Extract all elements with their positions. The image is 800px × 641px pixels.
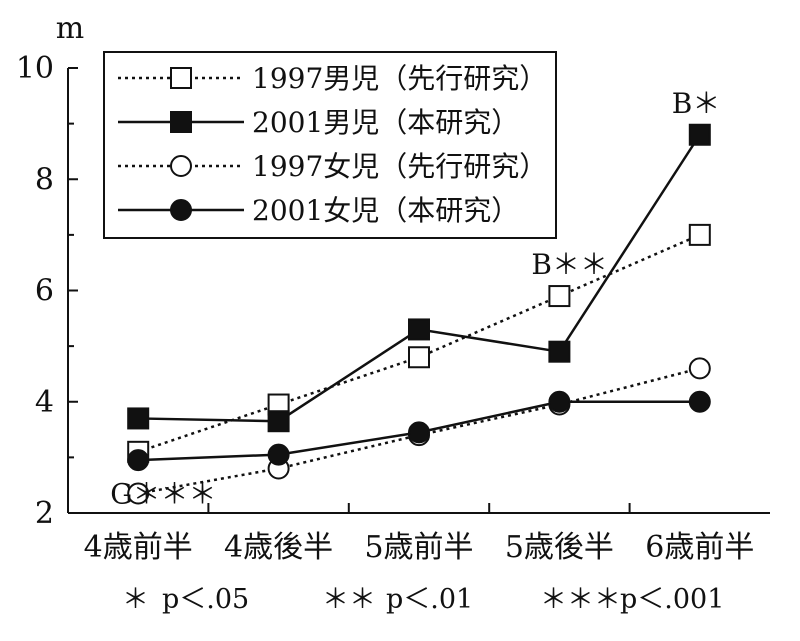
- data-point: [127, 407, 150, 430]
- footnote: ＊ p＜.05 ＊＊ p＜.01 ＊＊＊ p＜.001: [122, 584, 724, 615]
- data-point: [548, 390, 571, 413]
- data-point: [170, 155, 192, 177]
- series-layer: [127, 123, 711, 505]
- legend-label: 1997女児（先行研究）: [252, 150, 547, 183]
- data-point: [170, 199, 192, 221]
- x-tick-label: 4歳前半: [84, 530, 193, 565]
- data-point: [170, 67, 192, 89]
- series-2: [127, 123, 711, 433]
- annotation-layer: G＊＊＊ B＊＊ B＊: [110, 87, 720, 511]
- significance-label: G＊＊＊: [110, 478, 216, 511]
- y-tick-label: 4: [35, 385, 54, 420]
- data-point: [408, 346, 430, 369]
- x-tick-label: 5歳前半: [364, 530, 473, 565]
- x-tick-label: 5歳後半: [505, 530, 614, 565]
- data-point: [688, 123, 711, 146]
- footnote-pvalue: p＜.01: [386, 584, 473, 615]
- series-4: [127, 390, 711, 472]
- x-tick-label: 6歳前半: [645, 530, 754, 565]
- y-tick-label: 10: [16, 51, 54, 86]
- footnote-pvalue: p＜.001: [620, 584, 724, 615]
- significance-label: B＊: [672, 87, 721, 120]
- data-point: [267, 410, 290, 433]
- data-point: [170, 111, 192, 133]
- x-tick-label: 4歳後半: [224, 530, 333, 565]
- footnote-pvalue: p＜.05: [162, 584, 249, 615]
- legend-label: 2001男児（本研究）: [252, 106, 519, 139]
- y-tick-label: 8: [35, 162, 54, 197]
- y-axis-label: m: [56, 11, 84, 46]
- data-point: [548, 340, 571, 363]
- data-point: [688, 223, 711, 246]
- data-point: [267, 443, 290, 466]
- y-tick-label: 6: [35, 274, 54, 309]
- footnote-stars: ＊＊＊: [540, 584, 621, 615]
- axes: 2 4 6 8 10m 4歳前半 4歳後半 5歳前半 5歳後半 6歳前半: [16, 11, 770, 565]
- legend-label: 2001女児（本研究）: [252, 194, 519, 227]
- legend: 1997男児（先行研究） 2001男児（本研究） 1997女児（先行研究） 2001女…: [103, 51, 557, 239]
- series-line: [137, 367, 701, 495]
- data-point: [127, 449, 150, 472]
- legend-label: 1997男児（先行研究）: [252, 62, 547, 95]
- footnote-stars: ＊＊: [322, 584, 376, 615]
- y-tick-label: 2: [35, 496, 54, 531]
- significance-label: B＊＊: [531, 248, 608, 281]
- data-point: [688, 357, 711, 380]
- data-point: [548, 285, 571, 308]
- data-point: [408, 318, 430, 341]
- footnote-stars: ＊: [122, 584, 149, 615]
- data-point: [688, 390, 711, 413]
- data-point: [127, 482, 150, 505]
- data-point: [408, 421, 430, 444]
